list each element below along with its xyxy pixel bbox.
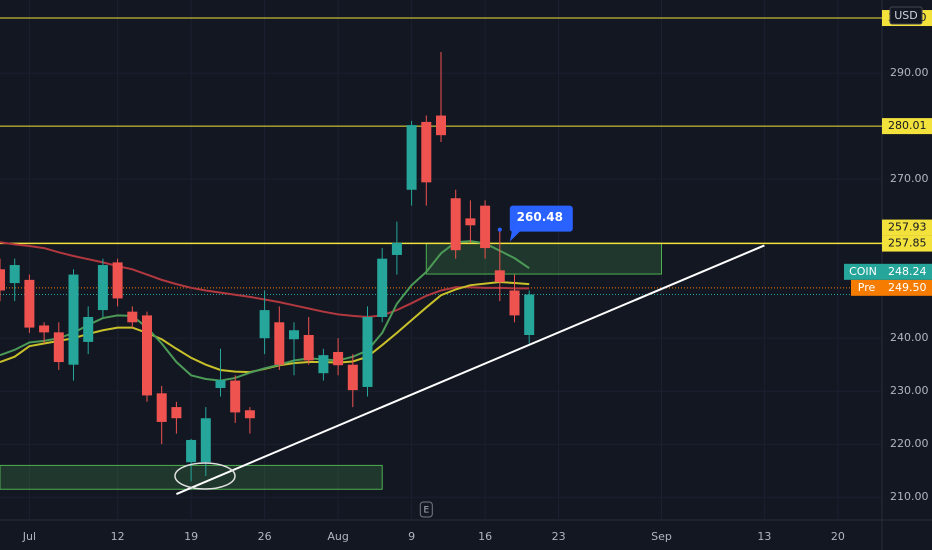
x-tick-label: Sep: [651, 530, 672, 543]
candle-body: [200, 418, 211, 463]
y-tick-label: 220.00: [890, 437, 929, 450]
candle-body: [480, 205, 491, 249]
level-badge: [882, 219, 932, 236]
candle-body: [112, 262, 123, 299]
y-tick-label: 230.00: [890, 384, 929, 397]
currency-badge: [889, 6, 923, 25]
trendline: [176, 244, 765, 495]
candle-body: [465, 218, 476, 226]
level-badge: [882, 235, 932, 252]
y-tick-label: 210.00: [890, 490, 929, 503]
x-tick-label: 9: [408, 530, 415, 543]
candle-body: [509, 290, 520, 316]
level-value: 280.01: [888, 119, 927, 132]
candle-body: [156, 393, 167, 422]
callout-label: 260.48: [517, 210, 563, 224]
plot-area: [0, 0, 882, 520]
candle-body: [259, 310, 270, 339]
level-badge: [882, 118, 932, 135]
candle-body: [142, 315, 152, 396]
name-label: Pre: [858, 281, 876, 294]
candle-body: [362, 316, 373, 387]
y-tick-label: 270.00: [890, 172, 929, 185]
candle-body: [274, 322, 285, 365]
price-value: 248.24: [888, 265, 927, 278]
callout-point: [497, 227, 502, 232]
candle-body: [333, 351, 344, 366]
price-badge: [882, 279, 932, 296]
candle-body: [450, 198, 461, 251]
candle-body: [9, 265, 20, 284]
candle-body: [436, 115, 446, 136]
currency-label: USD: [894, 9, 918, 22]
event-label: E: [423, 506, 429, 516]
x-tick-label: 19: [184, 530, 198, 543]
name-badge: [851, 279, 882, 296]
level-value: 257.85: [888, 237, 927, 250]
x-tick-label: 23: [552, 530, 566, 543]
event-badge: [419, 501, 433, 518]
candle-body: [215, 380, 226, 389]
candle-body: [391, 242, 402, 255]
candle-body: [24, 279, 35, 328]
price-value: 249.50: [888, 281, 927, 294]
x-tick-label: 20: [831, 530, 845, 543]
zone: [425, 242, 662, 275]
candle-body: [244, 410, 255, 419]
candle-body: [303, 335, 314, 361]
candle-body: [406, 125, 417, 190]
highlight-ellipse: [174, 462, 236, 490]
x-tick-label: 13: [757, 530, 771, 543]
x-tick-label: Jul: [22, 530, 36, 543]
candle-body: [68, 274, 79, 365]
name-badge: [844, 263, 882, 280]
candle-body: [421, 121, 432, 183]
candle-body: [377, 258, 388, 317]
x-tick-label: 16: [478, 530, 492, 543]
candle-body: [524, 294, 535, 336]
x-tick-label: Aug: [327, 530, 348, 543]
candle-body: [97, 265, 108, 311]
candle-body: [127, 311, 138, 323]
candle-body: [230, 380, 241, 413]
candle-body: [171, 407, 182, 419]
candle-body: [186, 439, 197, 463]
candle-body: [347, 364, 358, 391]
candle-body: [83, 316, 94, 342]
x-tick-label: 26: [258, 530, 272, 543]
x-tick-label: 12: [111, 530, 125, 543]
name-label: COIN: [849, 265, 877, 278]
callout-box: [509, 205, 573, 242]
candle-body: [53, 332, 64, 363]
candle-body: [318, 355, 329, 374]
candle-body: [0, 269, 5, 291]
candle-body: [289, 330, 299, 340]
level-value: 257.93: [888, 221, 927, 234]
y-tick-label: 290.00: [890, 66, 929, 79]
candle-body: [494, 270, 505, 282]
y-tick-label: 240.00: [890, 331, 929, 344]
candle-body: [39, 325, 50, 333]
price-badge: [882, 263, 932, 280]
